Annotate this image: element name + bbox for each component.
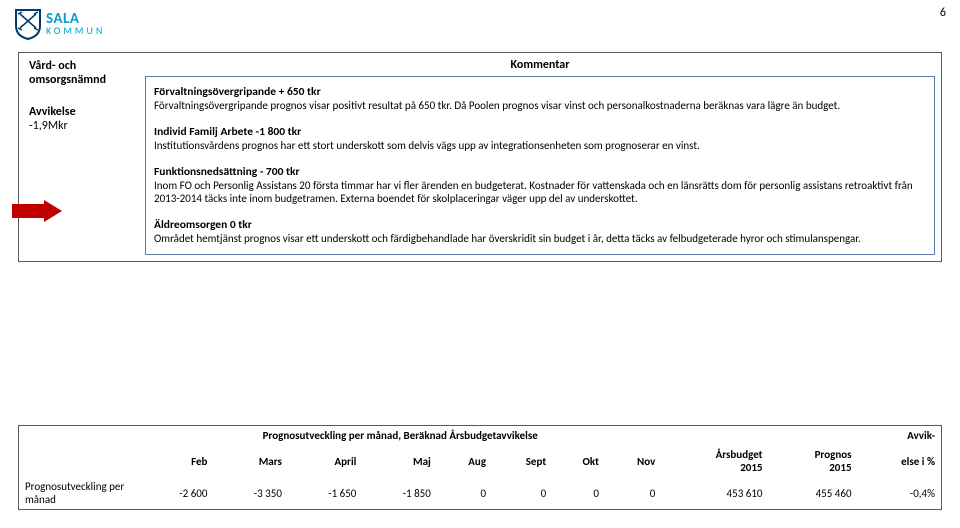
data-cell: 455 460 <box>769 477 858 509</box>
empty-cell <box>19 426 139 445</box>
row-label: Prognosutveckling permånad <box>19 477 139 509</box>
data-cell: -2 600 <box>139 477 213 509</box>
avvikelse-value: -1,9Mkr <box>29 119 131 133</box>
section-body: Institutionsvårdens prognos har ett stor… <box>154 139 926 153</box>
board-info-cell: Vård- och omsorgsnämnd Avvikelse -1,9Mkr <box>19 53 139 261</box>
avvikelse-label: Avvikelse <box>29 105 131 119</box>
data-cell: 0 <box>605 477 661 509</box>
col-header: Mars <box>213 445 287 477</box>
data-cell: -0,4% <box>858 477 941 509</box>
board-title-l2: omsorgsnämnd <box>29 73 131 87</box>
logo-text-kommun: KOMMUN <box>46 26 105 36</box>
col-header: Aug <box>437 445 492 477</box>
empty-cell <box>769 426 858 445</box>
data-cell: -1 850 <box>362 477 436 509</box>
col-header: Prognos2015 <box>769 445 858 477</box>
col-header: Okt <box>552 445 605 477</box>
data-cell: 0 <box>552 477 605 509</box>
section-body: Området hemtjänst prognos visar ett unde… <box>154 232 926 246</box>
commentary-panel: Vård- och omsorgsnämnd Avvikelse -1,9Mkr… <box>18 52 942 262</box>
commentary-box: Förvaltningsövergripande + 650 tkr Förva… <box>145 76 935 255</box>
data-cell: 453 610 <box>661 477 768 509</box>
data-cell: -3 350 <box>213 477 287 509</box>
col-header: Årsbudget2015 <box>661 445 768 477</box>
col-header: Sept <box>492 445 552 477</box>
sala-kommun-logo: SALA KOMMUN <box>14 8 105 40</box>
shield-icon <box>14 8 42 40</box>
pointer-arrow-icon <box>12 200 62 225</box>
section-body: Inom FO och Personlig Assistans 20 först… <box>154 179 926 207</box>
col-header: April <box>288 445 362 477</box>
section-title: Äldreomsorgen 0 tkr <box>154 218 926 232</box>
col-header: Feb <box>139 445 213 477</box>
section-body: Förvaltningsövergripande prognos visar p… <box>154 99 926 113</box>
section-title: Individ Familj Arbete -1 800 tkr <box>154 125 926 139</box>
section-title: Förvaltningsövergripande + 650 tkr <box>154 85 926 99</box>
page-number: 6 <box>940 6 946 20</box>
kommentar-header: Kommentar <box>145 55 935 76</box>
section-title: Funktionsnedsättning - 700 tkr <box>154 165 926 179</box>
data-cell: -1 650 <box>288 477 362 509</box>
empty-cell <box>661 426 768 445</box>
col-header: else i % <box>858 445 941 477</box>
empty-cell <box>19 445 139 477</box>
col-header: Nov <box>605 445 661 477</box>
board-title-l1: Vård- och <box>29 59 131 73</box>
data-cell: 0 <box>492 477 552 509</box>
forecast-title: Prognosutveckling per månad, Beräknad År… <box>139 426 661 445</box>
avvik-label: Avvik- <box>858 426 941 445</box>
col-header: Maj <box>362 445 436 477</box>
data-cell: 0 <box>437 477 492 509</box>
forecast-table: Prognosutveckling per månad, Beräknad År… <box>18 425 942 510</box>
